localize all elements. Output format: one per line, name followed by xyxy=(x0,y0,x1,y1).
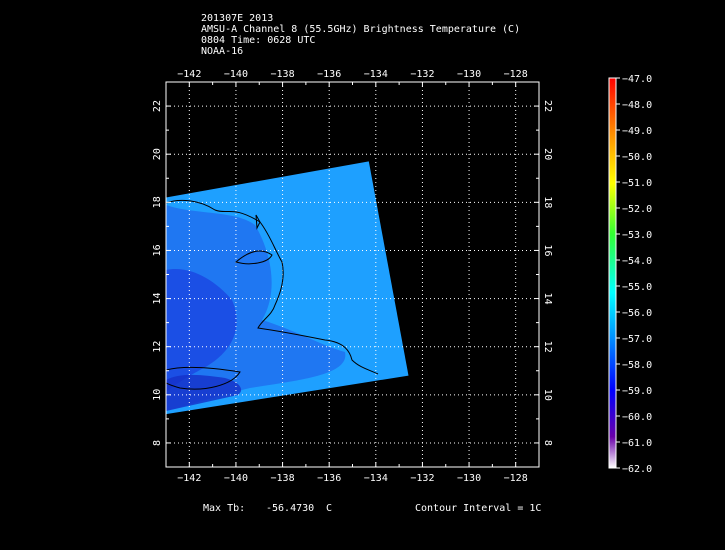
colorbar-label: −57.0 xyxy=(622,334,652,345)
x-tick-label-bottom: −138 xyxy=(271,473,295,484)
contour-line xyxy=(166,366,241,390)
y-tick-label-left: 22 xyxy=(152,100,163,112)
x-tick-label-bottom: −142 xyxy=(177,473,201,484)
y-tick-label-right: 20 xyxy=(542,148,553,160)
x-tick-label-top: −134 xyxy=(364,69,388,80)
y-tick-label-left: 16 xyxy=(152,244,163,256)
colorbar-label: −54.0 xyxy=(622,256,652,267)
colorbar-label: −59.0 xyxy=(622,386,652,397)
colorbar-label: −49.0 xyxy=(622,126,652,137)
colorbar-label: −58.0 xyxy=(622,360,652,371)
colorbar-label: −62.0 xyxy=(622,464,652,475)
x-tick-label-top: −142 xyxy=(177,69,201,80)
colorbar-label: −51.0 xyxy=(622,178,652,189)
colorbar-label: −50.0 xyxy=(622,152,652,163)
contour-interval-label: Contour Interval = 1C xyxy=(415,503,542,514)
y-tick-label-left: 20 xyxy=(152,148,163,160)
max-tb-value: -56.4730 xyxy=(266,503,315,514)
brightness-swath xyxy=(166,161,409,415)
swath-coldest-edge xyxy=(166,374,242,411)
y-tick-label-left: 18 xyxy=(152,196,163,208)
header-run-id: 201307E 2013 xyxy=(201,13,274,24)
header-satellite: NOAA-16 xyxy=(201,46,244,57)
y-tick-label-left: 8 xyxy=(152,440,163,446)
x-tick-label-bottom: −140 xyxy=(224,473,248,484)
y-tick-label-right: 12 xyxy=(542,341,553,353)
x-tick-label-bottom: −132 xyxy=(410,473,434,484)
x-tick-label-top: −132 xyxy=(410,69,434,80)
contour-line xyxy=(255,214,261,230)
colorbar-label: −47.0 xyxy=(622,74,652,85)
y-tick-label-right: 16 xyxy=(542,244,553,256)
max-tb-unit: C xyxy=(326,503,333,514)
colorbar-label: −48.0 xyxy=(622,100,652,111)
y-tick-label-left: 12 xyxy=(152,341,163,353)
contour-line xyxy=(166,199,379,375)
colorbar-label: −60.0 xyxy=(622,412,652,423)
colorbar-label: −56.0 xyxy=(622,308,652,319)
grid-lines xyxy=(166,82,539,467)
colorbar-label: −52.0 xyxy=(622,204,652,215)
x-tick-label-top: −136 xyxy=(317,69,341,80)
y-tick-label-right: 10 xyxy=(542,389,553,401)
colorbar-label: −55.0 xyxy=(622,282,652,293)
max-tb-label: Max Tb: xyxy=(203,503,246,514)
contour-line xyxy=(234,250,273,265)
y-tick-label-right: 22 xyxy=(542,100,553,112)
colorbar: −47.0 −48.0 −49.0 −50.0 −51.0 −52.0 −53.0 −54.0… xyxy=(608,74,652,475)
colorbar-label: −61.0 xyxy=(622,438,652,449)
colorbar-scale xyxy=(608,77,617,469)
x-tick-label-bottom: −134 xyxy=(364,473,388,484)
x-tick-label-bottom: −136 xyxy=(317,473,341,484)
y-tick-label-right: 8 xyxy=(542,440,553,446)
swath-coldest-region xyxy=(166,269,237,392)
header-time: 0804 Time: 0628 UTC xyxy=(201,35,316,46)
x-tick-label-top: −140 xyxy=(224,69,248,80)
y-tick-label-left: 14 xyxy=(152,293,163,305)
y-tick-label-left: 10 xyxy=(152,389,163,401)
y-tick-label-right: 14 xyxy=(542,293,553,305)
x-tick-label-bottom: −130 xyxy=(457,473,481,484)
x-tick-label-top: −130 xyxy=(457,69,481,80)
contour-lines xyxy=(166,199,379,390)
y-tick-label-right: 18 xyxy=(542,196,553,208)
x-tick-label-top: −128 xyxy=(504,69,528,80)
header-title: AMSU-A Channel 8 (55.5GHz) Brightness Te… xyxy=(201,24,521,35)
x-tick-label-bottom: −128 xyxy=(504,473,528,484)
x-tick-label-top: −138 xyxy=(271,69,295,80)
axis-ticks: −142 −142 −140 −140 −138 −138 −136 −136 −134 −134… xyxy=(152,69,553,484)
colorbar-label: −53.0 xyxy=(622,230,652,241)
